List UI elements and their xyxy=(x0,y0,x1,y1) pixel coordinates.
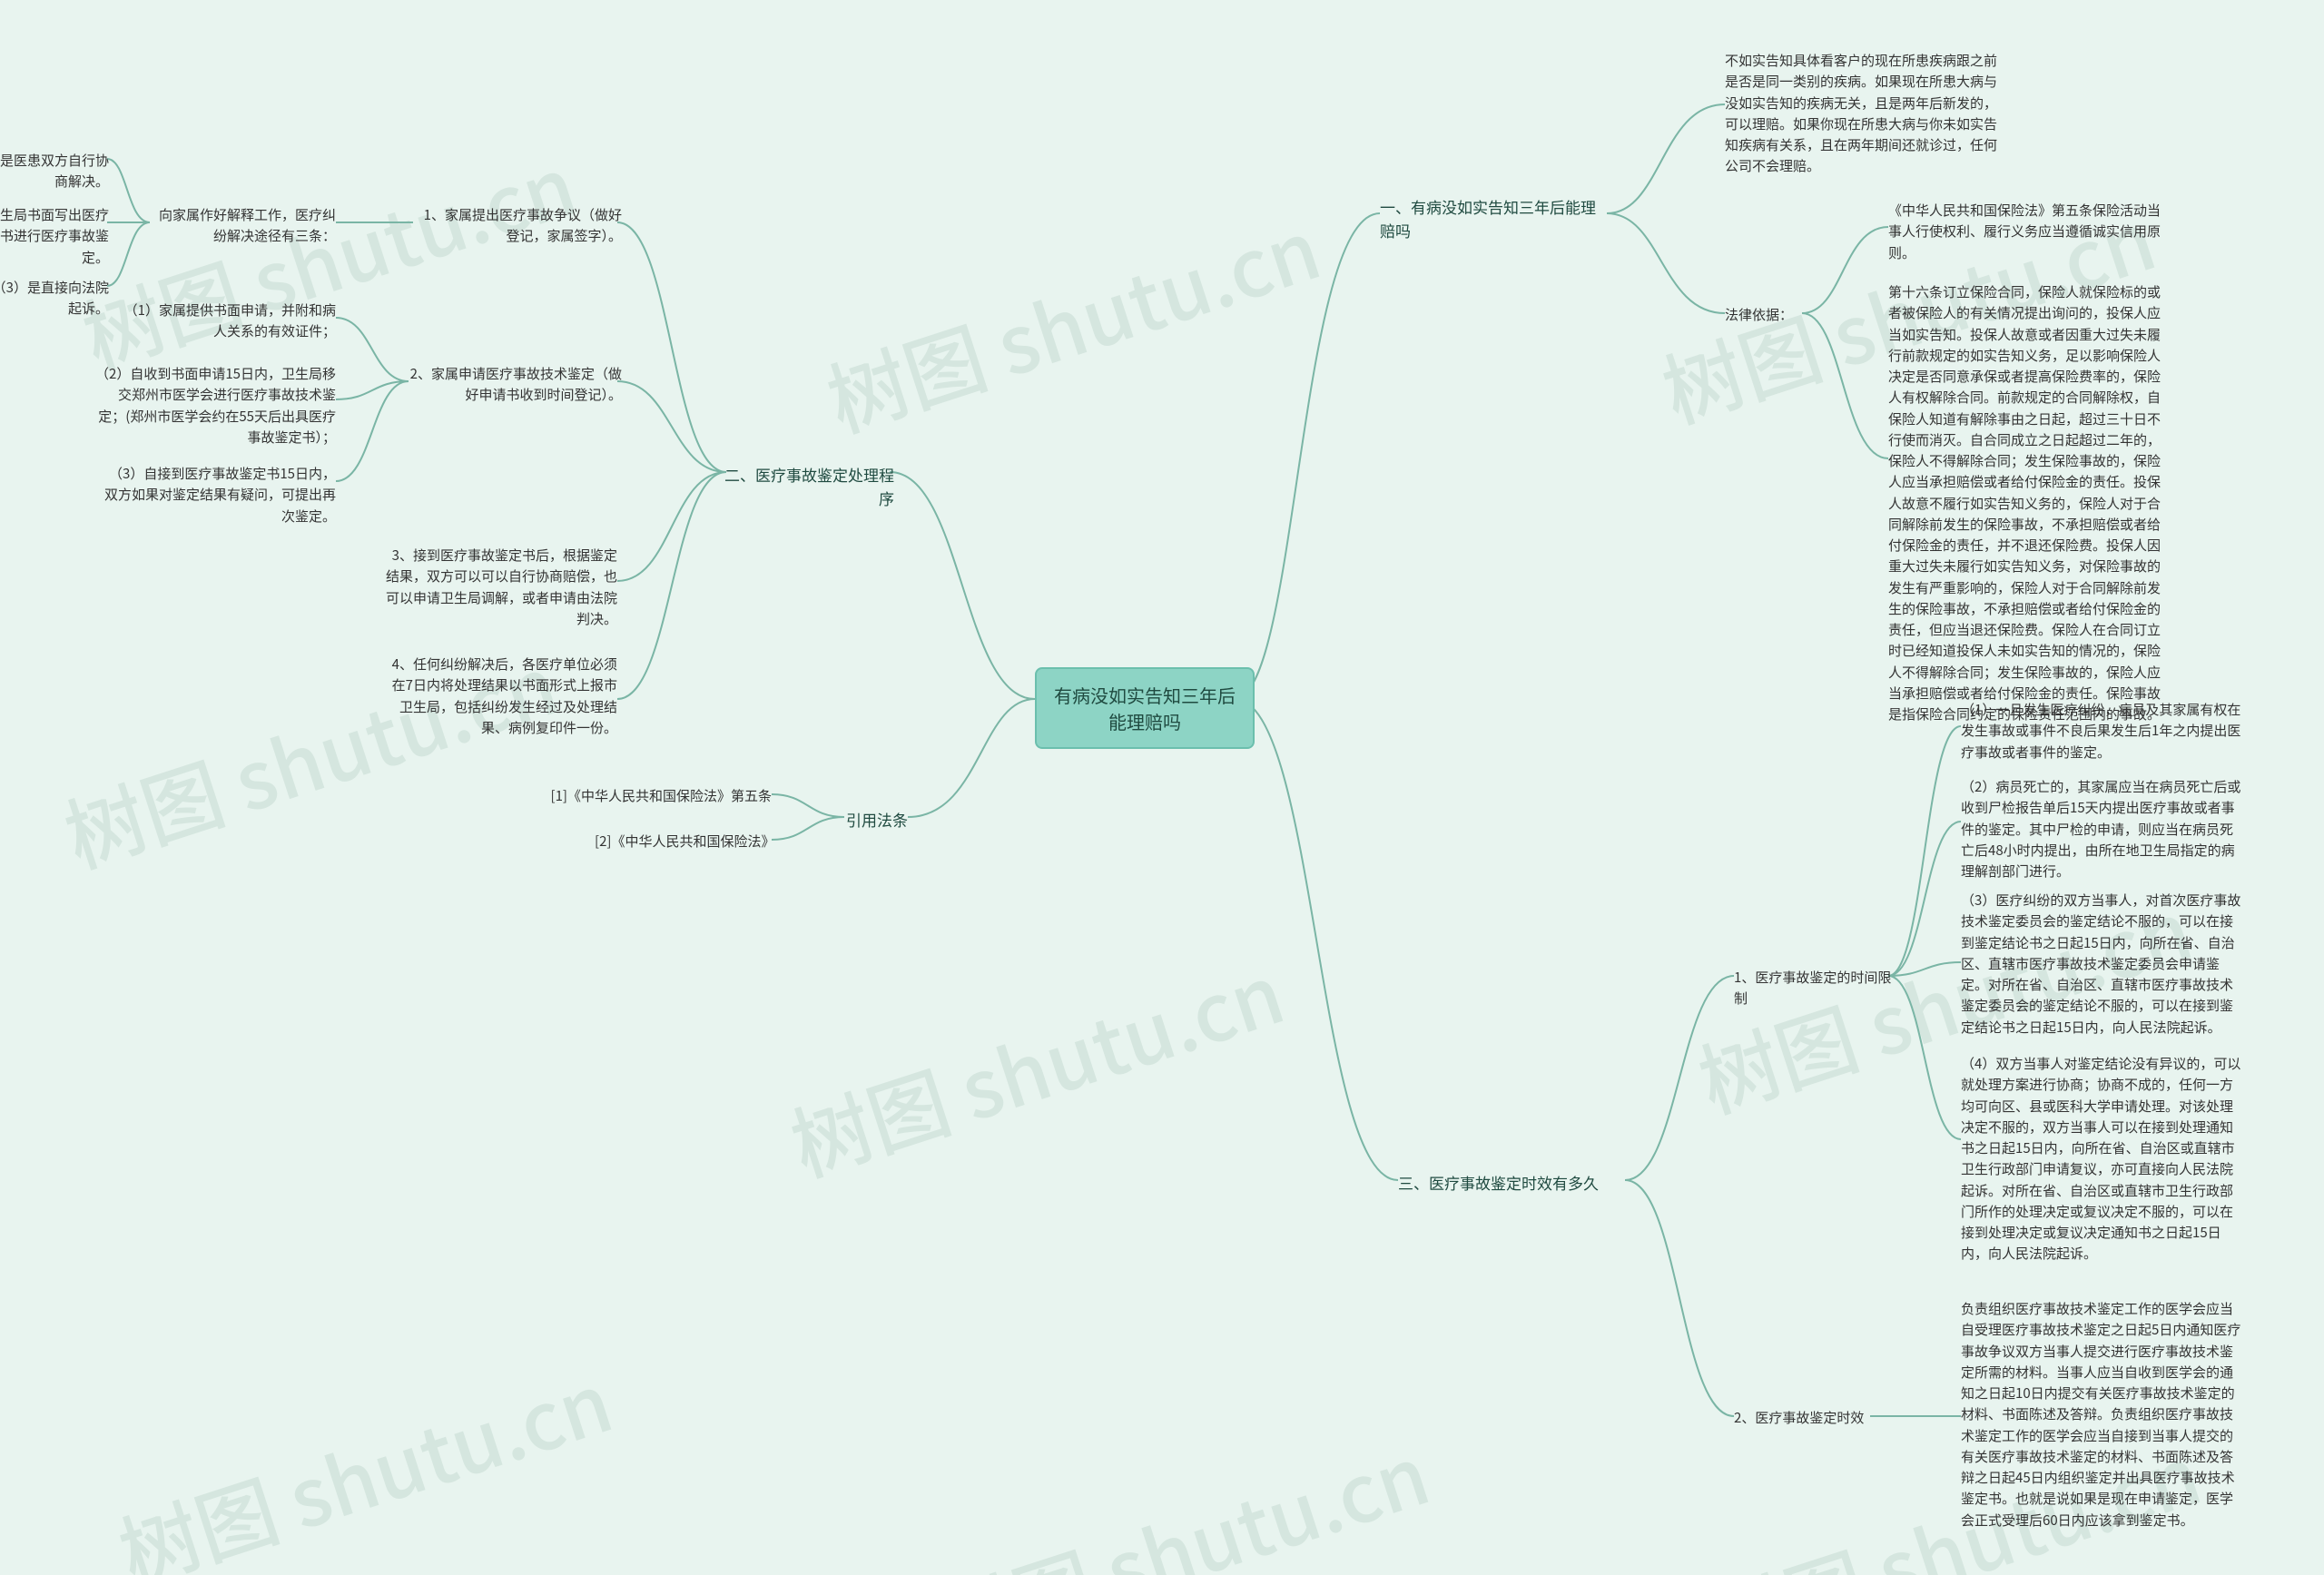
node-r3-g1-b[interactable]: （2）病员死亡的，其家属应当在病员死亡后或收到尸检报告单后15天内提出医疗事故或… xyxy=(1961,776,2242,881)
node-l2-s4[interactable]: 4、任何纠纷解决后，各医疗单位必须在7日内将处理结果以书面形式上报市卫生局，包括… xyxy=(381,654,617,738)
watermark: 树图 shutu.cn xyxy=(103,1340,625,1575)
center-topic[interactable]: 有病没如实告知三年后能理赔吗 xyxy=(1035,667,1255,749)
watermark: 树图 shutu.cn xyxy=(921,1413,1442,1575)
node-r3-g1-a[interactable]: （1）一旦发生医疗纠纷，病员及其家属有权在发生事故或事件不良后果发生后1年之内提… xyxy=(1961,699,2242,763)
node-r1-law-a[interactable]: 《中华人民共和国保险法》第五条保险活动当事人行使权利、履行义务应当遵循诚实信用原… xyxy=(1888,200,2170,263)
node-r3-g1-label[interactable]: 1、医疗事故鉴定的时间限制 xyxy=(1734,967,1893,1009)
node-l2-s1-label[interactable]: 1、家属提出医疗事故争议（做好登记，家属签字）。 xyxy=(413,204,622,247)
node-r1-c1[interactable]: 不如实告知具体看客户的现在所患疾病跟之前是否是同一类别的疾病。如果现在所患大病与… xyxy=(1725,50,2006,177)
node-ref-b[interactable]: [2]《中华人民共和国保险法》 xyxy=(595,831,772,851)
node-l2-title[interactable]: 二、医疗事故鉴定处理程序 xyxy=(722,463,894,511)
node-r1-title[interactable]: 一、有病没如实告知三年后能理赔吗 xyxy=(1380,195,1607,243)
node-l2-s2-label[interactable]: 2、家属申请医疗事故技术鉴定（做好申请书收到时间登记）。 xyxy=(409,363,622,406)
node-ref-title[interactable]: 引用法条 xyxy=(844,808,908,832)
node-r1-law-label[interactable]: 法律依据： xyxy=(1725,304,1797,325)
watermark: 树图 shutu.cn xyxy=(67,123,588,391)
node-r3-g1-c[interactable]: （3）医疗纠纷的双方当事人，对首次医疗事故技术鉴定委员会的鉴定结论不服的，可以在… xyxy=(1961,890,2242,1038)
node-r3-g1-d[interactable]: （4）双方当事人对鉴定结论没有异议的，可以就处理方案进行协商；协商不成的，任何一… xyxy=(1961,1053,2242,1265)
node-r3-g2-a[interactable]: 负责组织医疗事故技术鉴定工作的医学会应当自受理医疗事故技术鉴定之日起5日内通知医… xyxy=(1961,1298,2242,1531)
mindmap-stage: 树图 shutu.cn 树图 shutu.cn 树图 shutu.cn 树图 s… xyxy=(0,0,2324,1575)
node-l2-s2-c[interactable]: （3）自接到医疗事故鉴定书15日内，双方如果对鉴定结果有疑问，可提出再次鉴定。 xyxy=(104,463,336,527)
node-r3-g2-label[interactable]: 2、医疗事故鉴定时效 xyxy=(1734,1407,1875,1428)
node-r1-law-b[interactable]: 第十六条订立保险合同，保险人就保险标的或者被保险人的有关情况提出询问的，投保人应… xyxy=(1888,281,2170,724)
node-r3-title[interactable]: 三、医疗事故鉴定时效有多久 xyxy=(1398,1171,1625,1195)
node-l2-s1-b[interactable]: （2）是向卫生局书面写出医疗事故技术申请书进行医疗事故鉴定。 xyxy=(0,204,109,268)
node-l2-s1-c[interactable]: （3）是直接向法院起诉。 xyxy=(0,277,109,320)
watermark: 树图 shutu.cn xyxy=(812,187,1333,455)
node-ref-a[interactable]: [1]《中华人民共和国保险法》第五条 xyxy=(545,785,772,806)
node-l2-s1-pre[interactable]: 向家属作好解释工作，医疗纠纷解决途径有三条： xyxy=(150,204,336,247)
watermark: 树图 shutu.cn xyxy=(775,931,1296,1199)
node-l2-s1-a[interactable]: （1）是医患双方自行协商解决。 xyxy=(0,150,109,192)
node-l2-s2-a[interactable]: （1）家属提供书面申请，并附和病人关系的有效证件； xyxy=(113,300,336,342)
node-l2-s3[interactable]: 3、接到医疗事故鉴定书后，根据鉴定结果，双方可以可以自行协商赔偿，也可以申请卫生… xyxy=(381,545,617,629)
node-l2-s2-b[interactable]: （2）自收到书面申请15日内，卫生局移交郑州市医学会进行医疗事故技术鉴定；(郑州… xyxy=(95,363,336,448)
